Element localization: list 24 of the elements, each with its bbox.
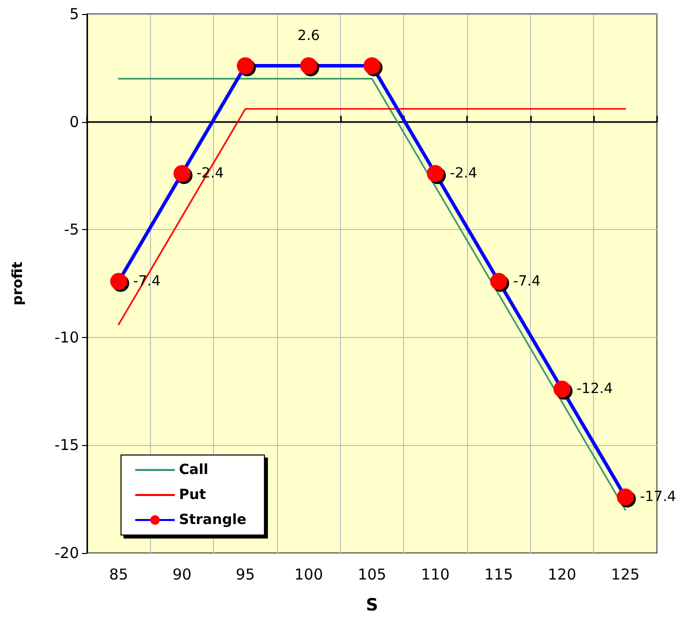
x-tick-label: 125	[611, 566, 640, 584]
x-tick-label: 100	[294, 566, 323, 584]
x-tick-label: 95	[236, 566, 255, 584]
x-tick-label: 85	[109, 566, 128, 584]
y-tick-label: -15	[54, 436, 79, 454]
data-label: -2.4	[450, 166, 478, 182]
legend-label: Put	[179, 487, 206, 503]
x-tick-label: 90	[172, 566, 192, 584]
data-label: -12.4	[576, 381, 613, 398]
data-label: -7.4	[513, 273, 541, 290]
y-tick-label: -5	[64, 220, 79, 239]
x-tick-label: 115	[484, 566, 513, 584]
x-tick-label: 120	[548, 566, 576, 584]
y-axis-title: profit	[10, 261, 26, 306]
y-tick-label: 0	[69, 112, 79, 131]
legend-label: Call	[179, 462, 208, 478]
data-label: 2.6	[298, 28, 320, 44]
y-tick-label: -10	[54, 328, 79, 346]
x-tick-label: 105	[358, 566, 386, 584]
x-axis-title: S	[366, 596, 378, 616]
y-tick-label: 5	[69, 5, 79, 23]
legend-label: Strangle	[179, 512, 246, 528]
y-tick-label: -20	[54, 544, 79, 562]
x-tick-label: 110	[421, 566, 450, 584]
